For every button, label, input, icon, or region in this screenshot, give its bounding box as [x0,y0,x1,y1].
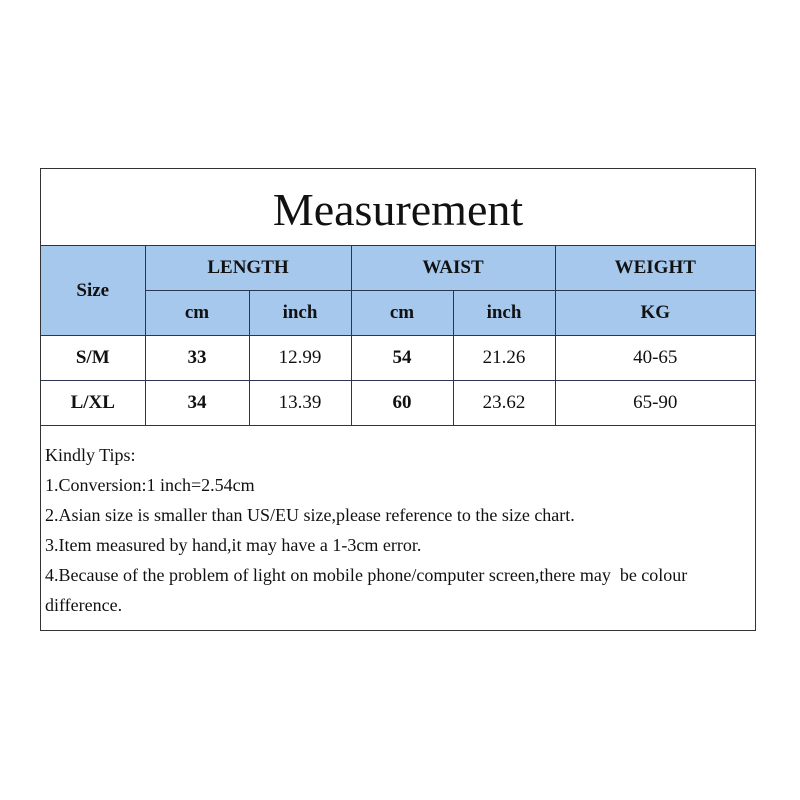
weight-cell: 40-65 [554,335,755,381]
size-cell: L/XL [41,380,146,426]
unit-inch: inch [248,290,352,336]
unit-cm: cm [145,290,250,336]
header-size: Size [41,246,146,336]
header-weight: WEIGHT [554,246,755,291]
tip-item: 3.Item measured by hand,it may have a 1-… [45,535,422,555]
length-cm-cell: 34 [144,380,250,426]
page-title: Measurement [41,169,755,246]
length-cm-cell: 33 [144,335,250,381]
header-waist: WAIST [350,246,556,291]
unit-row: cm inch cm inch KG [41,290,755,336]
weight-cell: 65-90 [554,380,755,426]
size-cell: S/M [41,335,146,381]
tip-item: 2.Asian size is smaller than US/EU size,… [45,505,575,525]
table-row: L/XL 34 13.39 60 23.62 65-90 [41,380,755,426]
size-table: Size LENGTH WAIST WEIGHT cm inch cm inch… [41,246,755,426]
waist-inch-cell: 21.26 [452,335,556,381]
waist-inch-cell: 23.62 [452,380,556,426]
unit-cm: cm [350,290,454,336]
tips-heading: Kindly Tips: [45,445,136,465]
waist-cm-cell: 54 [350,335,454,381]
unit-inch: inch [452,290,556,336]
header-row: Size LENGTH WAIST WEIGHT [41,246,755,336]
header-length: LENGTH [144,246,352,291]
unit-kg: KG [554,290,755,336]
tip-item: 1.Conversion:1 inch=2.54cm [45,475,255,495]
length-inch-cell: 12.99 [248,335,352,381]
length-inch-cell: 13.39 [248,380,352,426]
table-row: S/M 33 12.99 54 21.26 40-65 [41,335,755,381]
measurement-chart: Measurement Size LENGTH WAIST WEIGHT cm … [40,168,756,631]
tip-item: 4.Because of the problem of light on mob… [45,565,692,615]
waist-cm-cell: 60 [350,380,454,426]
tips-section: Kindly Tips: 1.Conversion:1 inch=2.54cm … [41,426,755,620]
